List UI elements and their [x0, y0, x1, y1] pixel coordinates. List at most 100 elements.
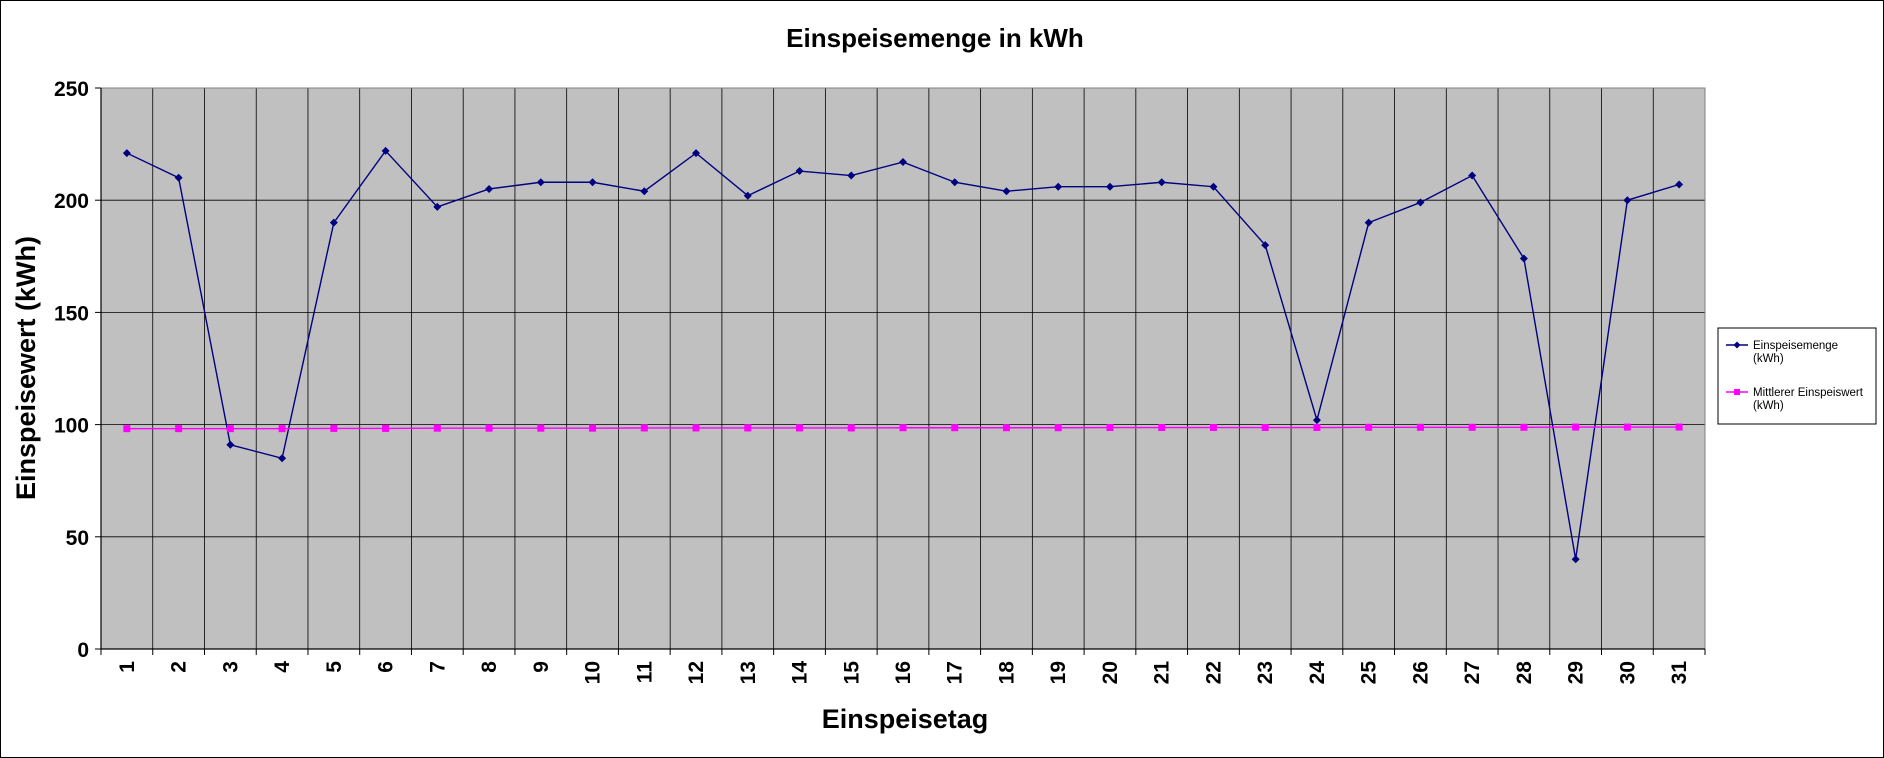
x-tick-label: 20: [1099, 661, 1122, 684]
x-axis-title: Einspeisetag: [822, 704, 989, 734]
x-tick-label: 18: [995, 661, 1018, 685]
series-group: [122, 146, 1684, 564]
data-point: [589, 424, 597, 432]
data-point: [743, 191, 752, 200]
data-point: [950, 178, 959, 187]
data-point: [1572, 423, 1580, 431]
data-point: [640, 424, 648, 432]
data-point: [1468, 171, 1477, 180]
data-point: [1468, 423, 1476, 431]
x-tick-label: 31: [1668, 661, 1691, 685]
x-tick-label: 30: [1616, 661, 1639, 684]
x-tick-label: 15: [840, 661, 863, 685]
data-point: [847, 171, 856, 180]
x-tick-label: 4: [271, 661, 294, 673]
data-point: [433, 202, 442, 211]
x-tick-label: 12: [685, 661, 708, 684]
y-tick-label: 200: [54, 190, 89, 213]
x-tick-label: 21: [1151, 661, 1174, 685]
y-tick-labels: 0 50 100 150 200 250: [54, 78, 89, 662]
data-point: [1364, 218, 1373, 227]
data-point: [744, 424, 752, 432]
data-point: [433, 424, 441, 432]
data-point: [329, 218, 338, 227]
legend-box: [1717, 327, 1877, 425]
y-axis-title: Einspeisewert (kWh): [11, 236, 41, 500]
data-point: [123, 425, 131, 433]
data-point: [382, 424, 390, 432]
legend: Einspeisemenge(kWh)Mittlerer Einspeiswer…: [1717, 327, 1877, 425]
y-tick-label: 150: [54, 302, 89, 325]
x-tick-label: 10: [582, 661, 605, 684]
x-tick-label: 22: [1202, 661, 1225, 684]
data-point: [1312, 416, 1321, 425]
data-point: [175, 425, 183, 433]
data-point: [1054, 424, 1062, 432]
x-tick-label: 23: [1254, 661, 1277, 684]
data-point: [1261, 241, 1270, 250]
legend-label: Einspeisemenge: [1753, 340, 1838, 352]
data-point: [1158, 424, 1166, 432]
data-point: [1623, 423, 1631, 431]
y-tick-label: 250: [54, 78, 89, 101]
x-tick-label: 3: [219, 661, 242, 673]
data-point: [1571, 555, 1580, 564]
series-2: [123, 423, 1683, 433]
data-point: [226, 425, 234, 433]
data-point: [1313, 424, 1321, 432]
data-point: [951, 424, 959, 432]
axes: [95, 87, 1706, 655]
x-tick-label: 26: [1409, 661, 1432, 684]
data-point: [174, 173, 183, 182]
data-point: [899, 158, 907, 167]
legend-marker: [1733, 341, 1741, 349]
data-point: [1519, 254, 1528, 263]
data-point: [381, 146, 390, 155]
data-point: [485, 184, 494, 193]
data-point: [1416, 423, 1424, 431]
data-point: [1675, 423, 1683, 431]
data-point: [485, 424, 493, 432]
data-point: [795, 167, 804, 176]
x-tick-label: 28: [1513, 661, 1536, 685]
x-tick-label: 25: [1358, 661, 1381, 685]
data-point: [1520, 423, 1528, 431]
data-point: [640, 187, 649, 196]
legend-items: Einspeisemenge(kWh)Mittlerer Einspeiswer…: [1726, 340, 1864, 412]
chart-title: Einspeisemenge in kWh: [786, 23, 1084, 53]
x-tick-label: 13: [737, 661, 760, 684]
x-tick-label: 11: [633, 661, 656, 684]
x-tick-label: 14: [789, 661, 812, 685]
x-tick-label: 6: [375, 661, 398, 673]
data-point: [536, 178, 545, 187]
y-tick-label: 0: [77, 639, 89, 662]
x-tick-label: 27: [1461, 661, 1484, 684]
legend-marker: [1734, 389, 1740, 395]
data-point: [1365, 423, 1373, 431]
data-point: [847, 424, 855, 432]
x-tick-label: 24: [1306, 661, 1329, 685]
legend-label: (kWh): [1753, 353, 1784, 365]
data-point: [1209, 424, 1217, 432]
y-tick-label: 100: [54, 415, 89, 438]
data-point: [1675, 180, 1684, 189]
data-point: [1106, 424, 1114, 432]
legend-label: Mittlerer Einspeiswert: [1753, 387, 1864, 399]
x-tick-label: 7: [426, 661, 449, 673]
x-tick-label: 9: [530, 661, 553, 673]
data-point: [278, 425, 286, 433]
data-point: [588, 178, 597, 187]
x-tick-labels: 1 2 3 4 5 6 7 8 9 10 11 12 13 14 15 16 17 18 19 20 21 22 23 24 2…: [116, 661, 1691, 685]
legend-label: (kWh): [1753, 400, 1784, 412]
data-point: [226, 440, 235, 449]
data-point: [1002, 187, 1011, 196]
data-point: [1105, 182, 1114, 191]
data-point: [122, 149, 131, 158]
data-point: [1054, 182, 1063, 191]
data-point: [692, 149, 701, 158]
x-tick-label: 5: [323, 661, 346, 673]
x-tick-label: 17: [944, 661, 967, 684]
data-point: [278, 454, 287, 463]
